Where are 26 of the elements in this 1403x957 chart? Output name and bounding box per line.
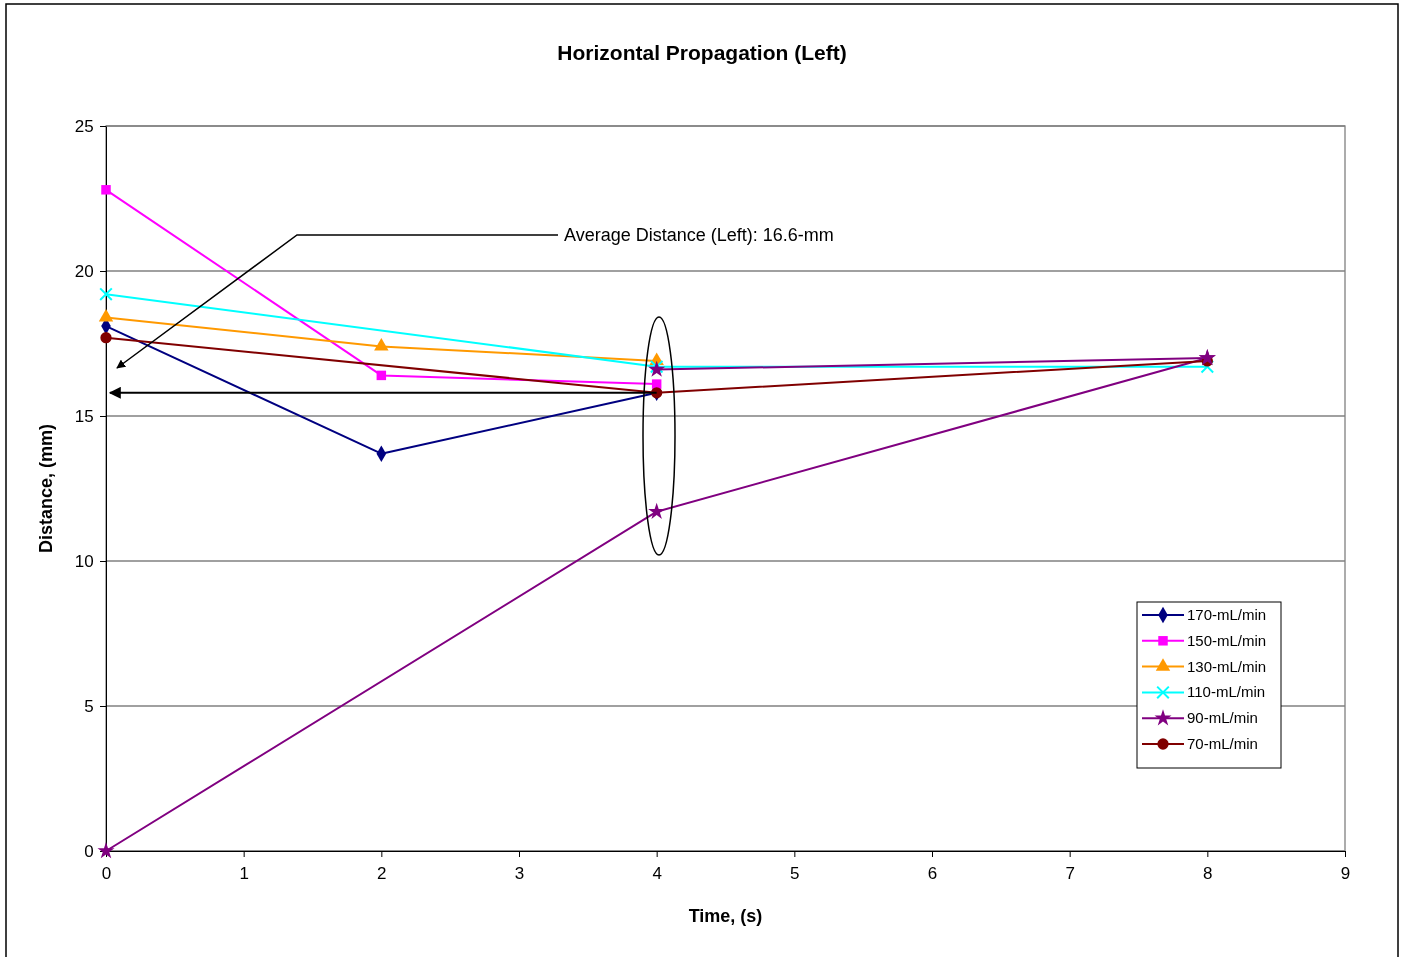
x-tick-label: 9: [1340, 863, 1351, 883]
y-tick-label: 5: [84, 696, 94, 716]
x-tick-label: 4: [652, 863, 662, 883]
y-axis-title: Distance, (mm): [36, 423, 56, 554]
x-tick-label: 0: [101, 863, 112, 883]
annotation: Average Distance (Left): 16.6-mm: [564, 225, 834, 245]
x-tick-label: 2: [377, 863, 387, 883]
y-tick-label: 10: [74, 551, 94, 571]
x-tick-label: 7: [1065, 863, 1075, 883]
legend-label: 170-mL/min: [1187, 606, 1267, 623]
x-axis-title: Time, (s): [688, 906, 763, 926]
x-tick-label: 5: [790, 863, 800, 883]
legend-label: 70-mL/min: [1187, 735, 1258, 752]
legend-label: 130-mL/min: [1187, 657, 1267, 675]
y-tick-label: 0: [84, 841, 94, 861]
x-tick-label: 3: [514, 863, 525, 883]
x-tick-label: 1: [239, 863, 249, 883]
y-tick-label: 15: [74, 406, 94, 426]
x-tick-label: 8: [1203, 863, 1213, 883]
legend-label: 110-mL/min: [1187, 683, 1266, 701]
legend-label: 90-mL/min: [1187, 709, 1258, 727]
x-tick-label: 6: [927, 863, 938, 883]
y-tick-label: 20: [74, 261, 94, 281]
chart-title: Horizontal Propagation (Left): [557, 41, 847, 64]
legend-label: 150-mL/min: [1187, 631, 1267, 649]
y-tick-label: 25: [74, 116, 94, 136]
